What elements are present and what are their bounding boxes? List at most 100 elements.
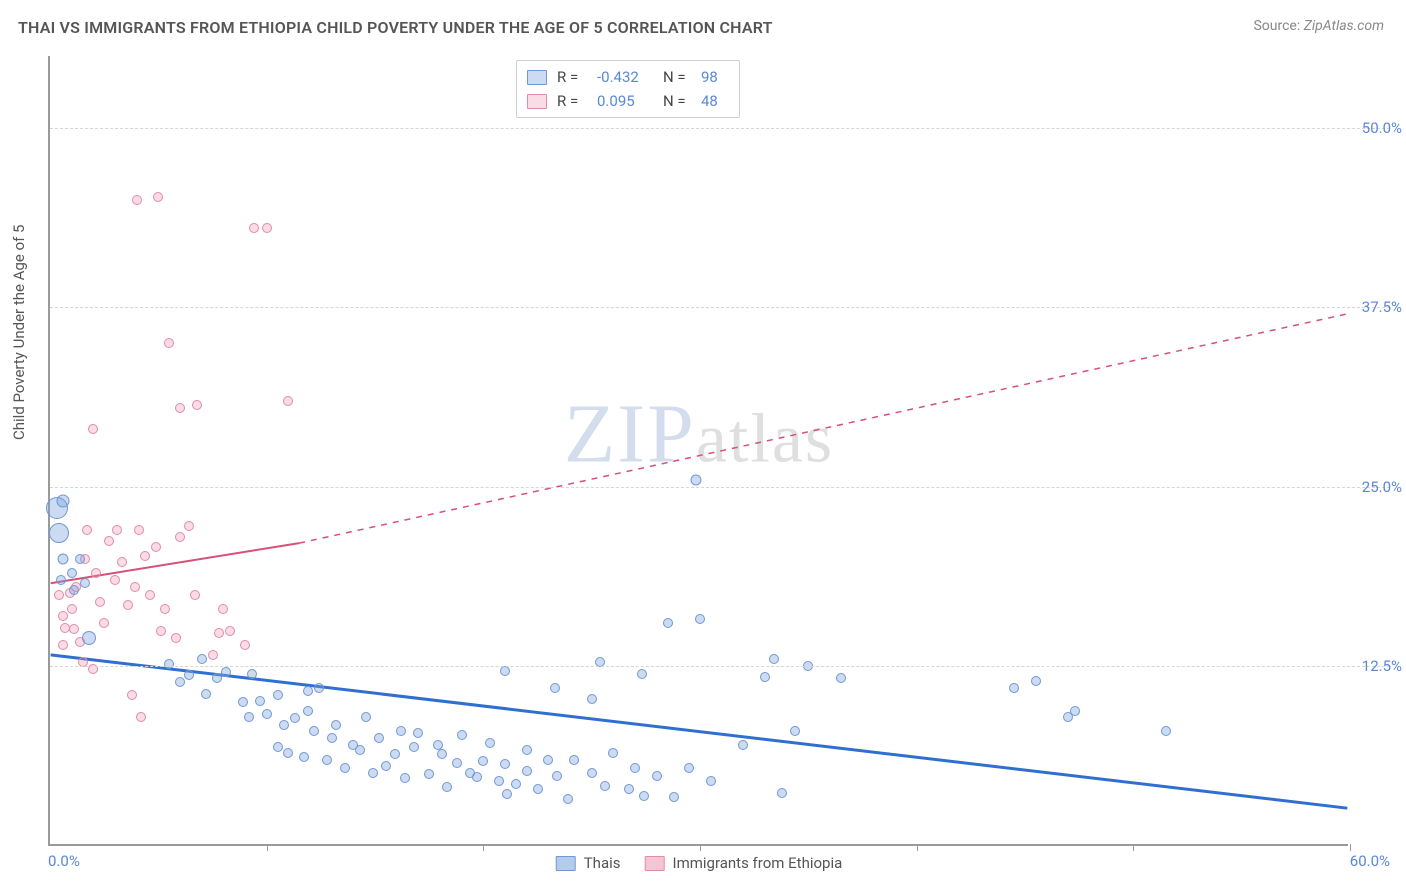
point-b [132,195,142,205]
point-a [303,706,313,716]
y-axis-label: Child Poverty Under the Age of 5 [10,225,28,441]
point-a [57,495,70,508]
point-a [355,745,365,755]
point-a [400,773,410,783]
point-a [485,738,495,748]
point-a [630,763,640,773]
point-a [368,768,378,778]
point-b [208,650,218,660]
point-a [390,749,400,759]
point-a [433,740,443,750]
point-a [478,756,488,766]
point-b [136,712,146,722]
point-a [569,755,579,765]
point-b [190,590,200,600]
point-a [652,771,662,781]
point-a [244,712,254,722]
point-a [303,686,313,696]
point-a [255,696,265,706]
legend-label-b: Immigrants from Ethiopia [672,854,842,872]
point-b [214,628,224,638]
point-a [690,474,701,485]
point-b [110,575,120,585]
point-a [197,654,207,664]
point-a [1009,683,1019,693]
point-a [457,730,467,740]
point-b [60,623,70,633]
legend-swatch-b-icon [644,856,664,871]
x-tick [700,844,701,851]
point-a [522,745,532,755]
point-a [494,776,504,786]
point-b [65,588,75,598]
swatch-a-icon [527,70,547,85]
point-a [550,683,560,693]
point-a [522,766,532,776]
chart-title: THAI VS IMMIGRANTS FROM ETHIOPIA CHILD P… [18,18,773,37]
point-b [99,618,109,628]
point-a [637,669,647,679]
point-a [663,618,673,628]
point-a [437,749,447,759]
x-tick [267,844,268,851]
source-name: ZipAtlas.com [1304,18,1384,34]
point-b [151,542,161,552]
r-value-b: 0.095 [597,92,653,110]
gridline [50,128,1390,129]
root: THAI VS IMMIGRANTS FROM ETHIOPIA CHILD P… [0,0,1406,892]
point-a [273,690,283,700]
point-a [175,677,185,687]
trend-overlay [50,56,1348,844]
point-a [600,781,610,791]
point-a [413,728,423,738]
n-label: N = [663,68,691,86]
point-a [221,667,231,677]
point-a [46,497,68,519]
x-tick [1350,844,1351,851]
watermark: ZIPatlas [564,386,834,483]
point-a [184,670,194,680]
point-b [218,604,228,614]
point-a [374,733,384,743]
point-a [1063,712,1073,722]
point-a [1070,706,1080,716]
point-b [156,626,166,636]
legend-swatch-a-icon [556,856,576,871]
point-a [706,776,716,786]
point-a [836,673,846,683]
point-a [587,768,597,778]
trend-line [51,543,300,583]
point-a [314,683,324,693]
point-a [465,768,475,778]
point-a [684,763,694,773]
r-value-a: -0.432 [597,68,653,86]
point-b [140,551,150,561]
point-b [95,597,105,607]
stats-legend: R = -0.432 N = 98 R = 0.095 N = 48 [516,60,740,118]
point-b [175,532,185,542]
point-b [153,192,163,202]
point-b [104,536,114,546]
stats-row-b: R = 0.095 N = 48 [527,89,725,113]
source-attribution: Source: ZipAtlas.com [1253,18,1384,34]
point-a [587,694,597,704]
n-value-a: 98 [701,68,725,86]
point-b [130,582,140,592]
point-a [238,697,248,707]
point-b [54,590,64,600]
r-label: R = [557,68,587,86]
point-b [145,590,155,600]
legend-item-b: Immigrants from Ethiopia [644,854,842,872]
point-a [361,712,371,722]
source-prefix: Source: [1253,18,1303,34]
point-a [201,689,211,699]
x-tick [483,844,484,851]
point-a [472,772,482,782]
point-b [240,640,250,650]
point-a [790,726,800,736]
point-a [533,784,543,794]
watermark-rest: atlas [696,401,834,478]
point-a [212,673,222,683]
point-a [396,726,406,736]
point-b [164,338,174,348]
